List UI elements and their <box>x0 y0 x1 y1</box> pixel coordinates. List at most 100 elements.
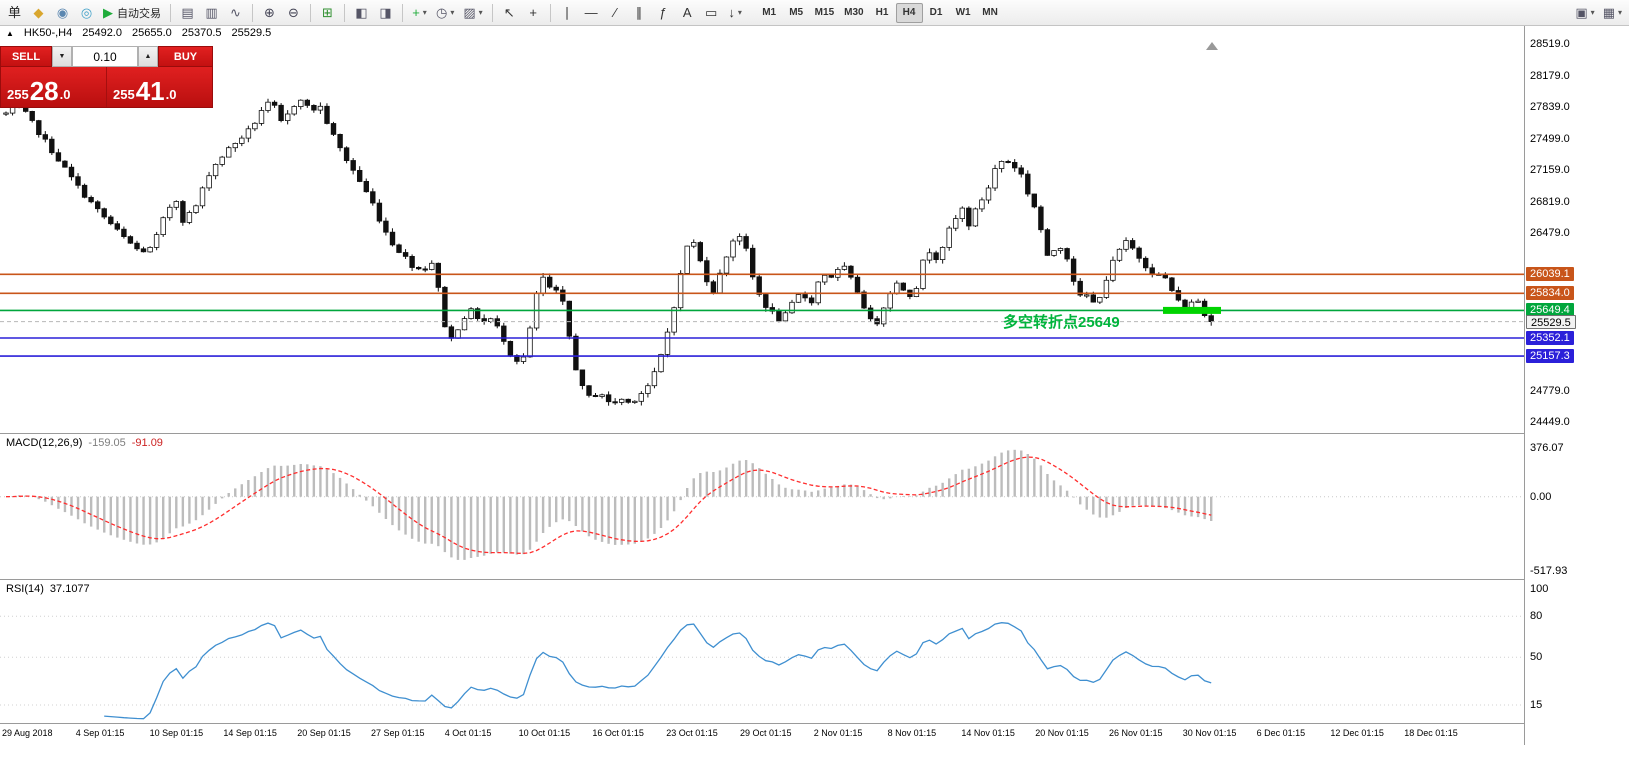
horizontal-line-tool-icon: — <box>584 5 598 20</box>
time-axis-label: 29 Oct 01:15 <box>740 728 792 738</box>
buy-price-button[interactable]: 255 41 .0 <box>106 67 212 107</box>
sell-price-big-digits: 28 <box>29 75 59 106</box>
arrows-tool-icon: ↓ <box>728 5 735 20</box>
time-axis-label: 20 Sep 01:15 <box>297 728 351 738</box>
highlight-segment[interactable] <box>1163 306 1221 314</box>
timeframe-m5-button[interactable]: M5 <box>789 7 804 18</box>
price-axis-tick: 24449.0 <box>1530 415 1570 428</box>
timeframe-d1-button[interactable]: D1 <box>929 7 943 18</box>
time-axis-label: 6 Dec 01:15 <box>1256 728 1306 738</box>
channel-tool-button[interactable]: ∥ <box>628 2 651 24</box>
auto-scroll-icon: ◧ <box>355 5 368 20</box>
buy-price-big-digits: 41 <box>135 75 165 106</box>
arrows-tool-dropdown-icon[interactable]: ▾ <box>737 8 742 17</box>
timeframe-mn-button[interactable]: MN <box>982 7 998 18</box>
pane-separator[interactable] <box>0 579 1629 580</box>
time-axis-label: 14 Nov 01:15 <box>961 728 1015 738</box>
zoom-in-button[interactable]: ⊕ <box>258 2 281 24</box>
fibonacci-tool-button[interactable]: ƒ <box>652 2 675 24</box>
one-click-trade-panel: SELL ▼ ▲ BUY 255 28 .0 255 41 .0 <box>0 46 213 108</box>
sell-price-button[interactable]: 255 28 .0 <box>1 67 106 107</box>
time-axis-label: 4 Sep 01:15 <box>75 728 125 738</box>
periods-clock-button[interactable]: ◷ ▾ <box>432 2 458 24</box>
auto-scroll-button[interactable]: ◧ <box>350 2 373 24</box>
macd-chart-pane[interactable] <box>0 434 1524 579</box>
time-axis-label: 2 Nov 01:15 <box>813 728 863 738</box>
new-chart-button[interactable]: ▣ ▾ <box>1571 2 1598 24</box>
time-axis[interactable]: 29 Aug 2018 4 Sep 01:15 10 Sep 01:15 14 Sep… <box>0 724 1524 745</box>
time-axis-label: 10 Oct 01:15 <box>518 728 571 738</box>
text-tool-icon: A <box>682 5 692 20</box>
price-axis[interactable]: 28519.0 28179.0 27839.0 27499.0 27159.0 26819… <box>1524 26 1629 745</box>
trendline-tool-button[interactable]: ∕ <box>604 2 627 24</box>
trendline-tool-icon: ∕ <box>614 5 617 20</box>
timeframe-h4-button[interactable]: H4 <box>895 2 923 23</box>
templates-button[interactable]: ▨ ▾ <box>459 2 486 24</box>
arrows-tool-button[interactable]: ↓ ▾ <box>724 2 747 24</box>
support-price-label: 25352.1 <box>1526 331 1574 346</box>
chart-shift-button[interactable]: ◨ <box>374 2 397 24</box>
text-label-tool-icon: ▭ <box>705 5 718 20</box>
chart-profiles-icon: ▦ <box>1602 5 1615 20</box>
periods-clock-dropdown-icon[interactable]: ▾ <box>450 8 455 17</box>
buy-price-prefix: 255 <box>113 87 135 103</box>
volume-up-button[interactable]: ▲ <box>138 46 158 67</box>
templates-dropdown-icon[interactable]: ▾ <box>478 8 483 17</box>
buy-button[interactable]: BUY <box>158 46 213 67</box>
quotes-window-icon: ◆ <box>33 5 44 20</box>
line-chart-mode-button[interactable]: ∿ <box>224 2 247 24</box>
timeframe-w1-button[interactable]: W1 <box>955 7 971 18</box>
crosshair-tool-button[interactable]: + <box>522 2 545 24</box>
chart-profiles-button[interactable]: ▦ ▾ <box>1599 2 1626 24</box>
sell-button[interactable]: SELL <box>0 46 52 67</box>
periods-clock-icon: ◷ <box>436 5 448 20</box>
volume-input[interactable] <box>72 46 138 67</box>
autotrading-button[interactable]: ▶ 自动交易 <box>99 2 165 24</box>
ohlc-low: 25370.5 <box>181 27 222 39</box>
horizontal-line-tool-button[interactable]: — <box>580 2 603 24</box>
pane-separator[interactable] <box>0 433 1629 434</box>
cursor-tool-icon: ↖ <box>503 5 515 20</box>
macd-name: MACD(12,26,9) <box>6 437 83 449</box>
rsi-chart-pane[interactable] <box>0 580 1524 723</box>
toolbar-separator <box>252 3 253 22</box>
macd-axis-max: 376.07 <box>1530 442 1564 454</box>
vertical-line-tool-icon: ∣ <box>563 5 571 20</box>
timeframe-m1-button[interactable]: M1 <box>762 7 777 18</box>
timeframe-m15-button[interactable]: M15 <box>814 7 835 18</box>
add-indicator-button[interactable]: + ▾ <box>408 2 431 24</box>
cursor-tool-button[interactable]: ↖ <box>498 2 521 24</box>
bid-price-label: 25529.5 <box>1526 314 1576 329</box>
main-toolbar: 单 ◆ ◉ ◎ ▶ 自动交易 ▤ ▥ ∿ ⊕ ⊖ ⊞ ◧ ◨ + ▾ ◷ ▾ ▨ ▾ ↖ + ∣ — ∕ ∥ ƒ A ▭ ↓ ▾ M1 M5 M… <box>0 0 1629 26</box>
add-indicator-dropdown-icon[interactable]: ▾ <box>422 8 427 17</box>
quotes-window-button[interactable]: ◆ <box>27 2 50 24</box>
chart-shift-icon: ◨ <box>379 5 392 20</box>
community-button[interactable]: ◎ <box>75 2 98 24</box>
price-chart-pane[interactable] <box>0 40 1524 433</box>
candlestick-chart-mode-button[interactable]: ▥ <box>200 2 223 24</box>
new-order-button[interactable]: 单 <box>3 2 26 24</box>
tile-windows-button[interactable]: ⊞ <box>316 2 339 24</box>
bar-chart-mode-button[interactable]: ▤ <box>176 2 199 24</box>
timeframe-m30-button[interactable]: M30 <box>844 7 864 18</box>
price-axis-tick: 27159.0 <box>1530 164 1570 177</box>
text-tool-button[interactable]: A <box>676 2 699 24</box>
timeframe-h1-button[interactable]: H1 <box>875 7 889 18</box>
volume-down-button[interactable]: ▼ <box>52 46 72 67</box>
time-axis-label: 23 Oct 01:15 <box>666 728 718 738</box>
text-label-tool-button[interactable]: ▭ <box>700 2 723 24</box>
new-chart-dropdown-icon[interactable]: ▾ <box>1590 8 1595 17</box>
resistance-price-label: 26039.1 <box>1526 267 1574 282</box>
zoom-out-button[interactable]: ⊖ <box>282 2 305 24</box>
chart-shift-marker-icon[interactable] <box>1206 42 1218 50</box>
chart-tab-marker-icon: ▲ <box>6 28 14 38</box>
tile-windows-icon: ⊞ <box>322 5 333 20</box>
vertical-line-tool-button[interactable]: ∣ <box>556 2 579 24</box>
chart-profiles-dropdown-icon[interactable]: ▾ <box>1617 8 1622 17</box>
toolbar-groups: 单 ◆ ◉ ◎ ▶ 自动交易 ▤ ▥ ∿ ⊕ ⊖ ⊞ ◧ ◨ + ▾ ◷ ▾ ▨ ▾ ↖ + ∣ — ∕ ∥ ƒ A ▭ ↓ ▾ <box>3 2 747 24</box>
profile-icon: ◉ <box>56 5 69 20</box>
toolbar-right-group: ▣ ▾ ▦ ▾ <box>1571 2 1626 24</box>
time-axis-label: 30 Nov 01:15 <box>1182 728 1237 738</box>
time-axis-label: 14 Sep 01:15 <box>223 728 277 738</box>
profile-button[interactable]: ◉ <box>51 2 74 24</box>
